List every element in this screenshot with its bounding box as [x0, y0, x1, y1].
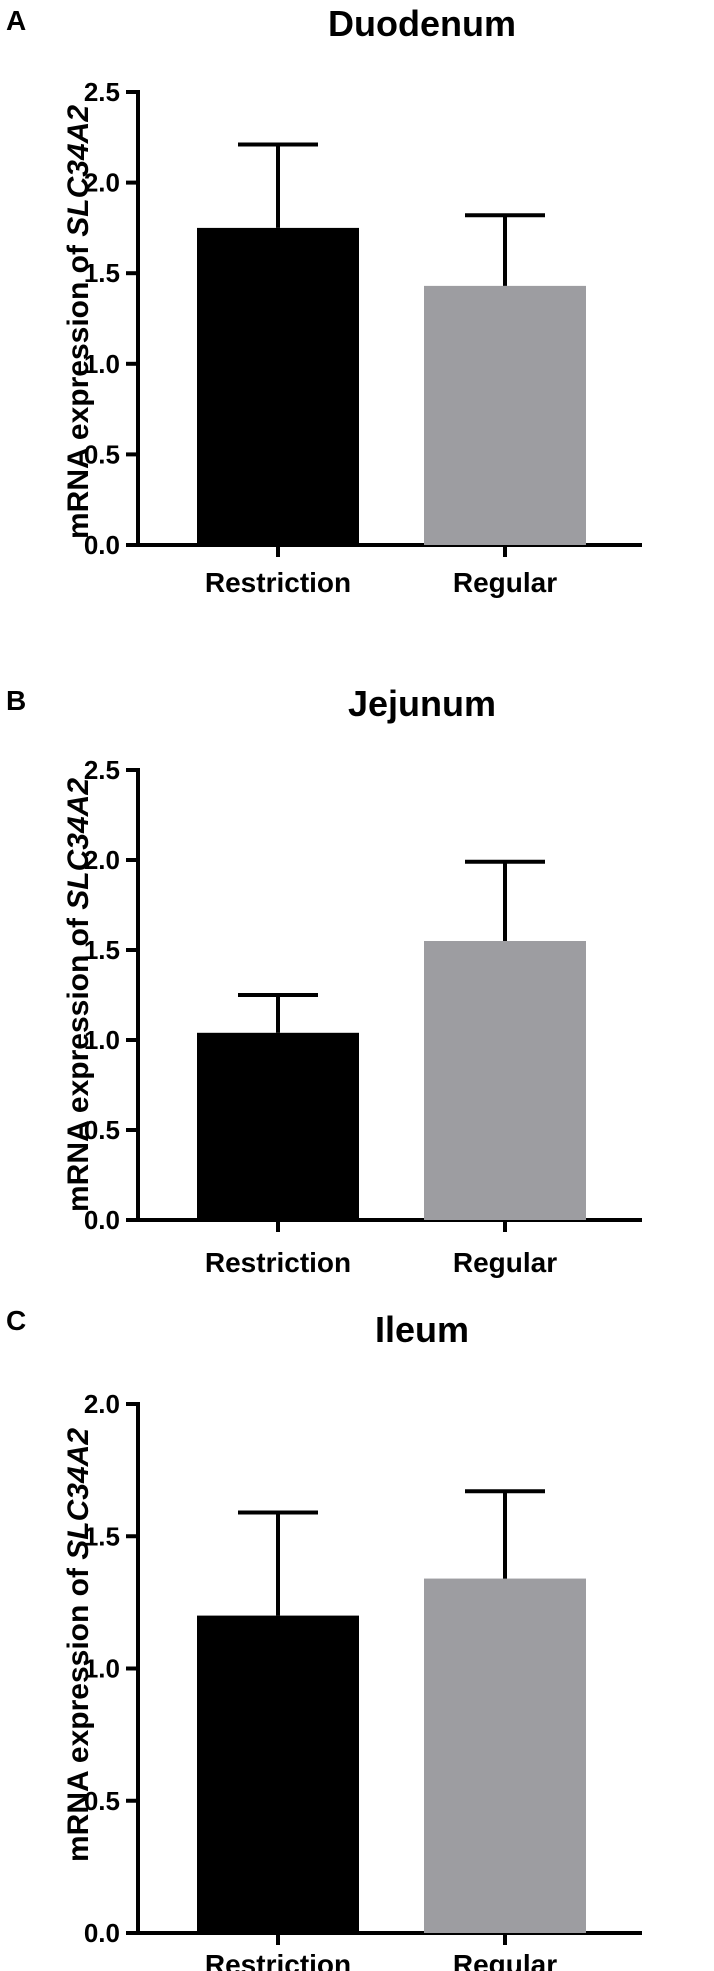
bar-regular: [424, 941, 586, 1220]
bar-chart-jejunum: B Jejunum mRNA expression of SLC34A2 0.0…: [6, 683, 642, 1278]
bar-restriction: [197, 1032, 359, 1220]
category-label: Regular: [453, 1949, 557, 1971]
chart-title: Duodenum: [328, 3, 516, 44]
bar-restriction: [197, 227, 359, 545]
y-tick-label: 0.0: [84, 1918, 120, 1948]
bars: Restriction Regular: [197, 1489, 586, 1971]
bars: Restriction Regular: [197, 142, 586, 598]
panel-letter: B: [6, 685, 26, 716]
y-axis-label: mRNA expression of SLC34A2: [62, 778, 95, 1212]
bar-regular: [424, 285, 586, 545]
y-tick-label: 2.0: [84, 845, 120, 875]
y-tick-label: 2.0: [84, 168, 120, 198]
y-tick-label: 0.0: [84, 1205, 120, 1235]
panel-letter: C: [6, 1305, 26, 1336]
bar-chart-duodenum: A Duodenum mRNA expression of SLC34A2 0.…: [6, 3, 642, 598]
bar-regular: [424, 1578, 586, 1933]
bar-restriction: [197, 1615, 359, 1933]
y-tick-label: 1.5: [84, 935, 120, 965]
category-label: Restriction: [205, 567, 351, 598]
y-tick-label: 2.0: [84, 1389, 120, 1419]
category-label: Restriction: [205, 1949, 351, 1971]
category-label: Regular: [453, 1247, 557, 1278]
y-tick-label: 1.0: [84, 1654, 120, 1684]
category-label: Regular: [453, 567, 557, 598]
panel-duodenum: A Duodenum mRNA expression of SLC34A2 0.…: [0, 0, 714, 657]
y-tick-label: 2.5: [84, 77, 120, 107]
y-tick-label: 2.5: [84, 755, 120, 785]
bars: Restriction Regular: [197, 859, 586, 1278]
y-tick-label: 0.5: [84, 439, 120, 469]
y-tick-label: 1.0: [84, 349, 120, 379]
y-axis-label: mRNA expression of SLC34A2: [62, 1428, 95, 1862]
panel-jejunum: B Jejunum mRNA expression of SLC34A2 0.0…: [0, 680, 714, 1337]
panel-ileum: C Ileum mRNA expression of SLC34A2 0.0 0.…: [0, 1300, 714, 1971]
chart-title: Ileum: [375, 1309, 469, 1350]
y-tick-label: 0.5: [84, 1115, 120, 1145]
y-tick-label: 0.5: [84, 1786, 120, 1816]
y-tick-label: 0.0: [84, 530, 120, 560]
bar-chart-ileum: C Ileum mRNA expression of SLC34A2 0.0 0.…: [6, 1305, 642, 1971]
y-axis-label: mRNA expression of SLC34A2: [62, 105, 95, 539]
y-tick-label: 1.0: [84, 1025, 120, 1055]
y-tick-label: 1.5: [84, 1521, 120, 1551]
panel-letter: A: [6, 5, 26, 36]
chart-title: Jejunum: [348, 683, 496, 724]
y-tick-label: 1.5: [84, 258, 120, 288]
category-label: Restriction: [205, 1247, 351, 1278]
